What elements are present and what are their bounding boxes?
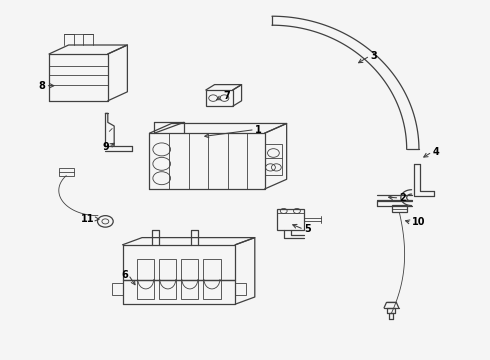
Bar bbox=[203, 259, 220, 299]
Bar bbox=[112, 283, 122, 295]
Text: 9: 9 bbox=[102, 142, 109, 152]
Text: 2: 2 bbox=[399, 193, 406, 203]
Bar bbox=[181, 259, 198, 299]
Text: 11: 11 bbox=[81, 214, 95, 224]
Text: 3: 3 bbox=[370, 51, 377, 61]
Bar bbox=[206, 90, 233, 106]
Bar bbox=[159, 259, 176, 299]
Bar bbox=[59, 168, 74, 176]
Bar bbox=[277, 209, 304, 230]
Text: 4: 4 bbox=[432, 147, 439, 157]
Text: 7: 7 bbox=[223, 91, 230, 102]
Text: 6: 6 bbox=[122, 270, 128, 280]
Bar bbox=[265, 144, 282, 175]
Bar bbox=[235, 283, 246, 295]
Text: 8: 8 bbox=[39, 81, 46, 91]
Bar bbox=[137, 259, 154, 299]
Text: 10: 10 bbox=[412, 217, 425, 228]
Text: 5: 5 bbox=[304, 224, 311, 234]
Bar bbox=[392, 205, 407, 212]
Text: 1: 1 bbox=[255, 125, 262, 135]
